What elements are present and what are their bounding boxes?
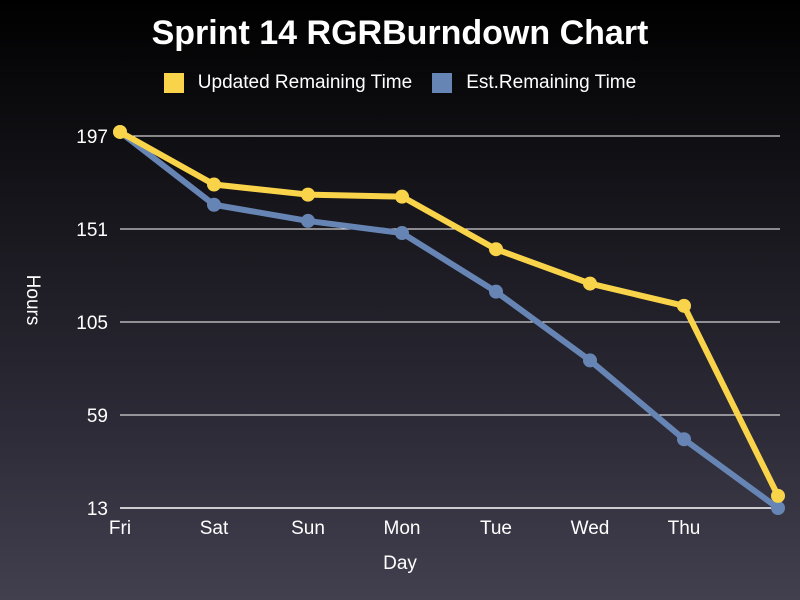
y-tick-label: 105 (76, 313, 108, 334)
y-tick-label: 13 (87, 499, 108, 520)
data-point-updated (207, 177, 221, 192)
y-tick-label: 59 (87, 406, 108, 427)
data-point-updated (583, 276, 597, 291)
series-line-estimated (117, 128, 781, 511)
x-tick-label: Wed (571, 518, 610, 539)
legend-swatch-estimated (432, 73, 453, 93)
y-axis-title: Hours (22, 275, 43, 326)
x-tick-label: Mon (384, 518, 421, 539)
legend-item-estimated: Est.Remaining Time (432, 72, 636, 94)
x-tick-label: Sat (200, 518, 229, 539)
data-point-updated (113, 124, 127, 139)
data-point-estimated (301, 213, 315, 228)
data-point-updated (301, 187, 315, 202)
legend-label-updated: Updated Remaining Time (197, 72, 413, 93)
data-point-estimated (677, 432, 691, 447)
y-tick-label: 197 (76, 127, 108, 148)
data-point-estimated (395, 226, 409, 241)
series-line-updated (117, 128, 781, 499)
y-tick-label: 151 (76, 220, 108, 241)
legend: Updated Remaining Time Est.Remaining Tim… (0, 72, 800, 94)
data-point-estimated (771, 501, 785, 515)
data-point-estimated (583, 353, 597, 368)
x-axis-title: Day (383, 553, 417, 574)
data-point-updated (395, 189, 409, 204)
data-point-updated (489, 242, 503, 257)
legend-swatch-updated (163, 73, 184, 93)
chart-title: Sprint 14 RGRBurndown Chart (151, 14, 649, 52)
data-point-estimated (207, 197, 221, 212)
x-tick-label: Thu (668, 518, 701, 539)
x-tick-label: Tue (480, 518, 512, 539)
legend-label-estimated: Est.Remaining Time (466, 72, 637, 93)
data-point-updated (677, 298, 691, 313)
data-point-estimated (489, 284, 503, 299)
x-tick-label: Fri (109, 518, 131, 539)
data-point-updated (771, 488, 785, 503)
x-tick-label: Sun (291, 518, 325, 539)
legend-item-updated: Updated Remaining Time (163, 72, 413, 94)
